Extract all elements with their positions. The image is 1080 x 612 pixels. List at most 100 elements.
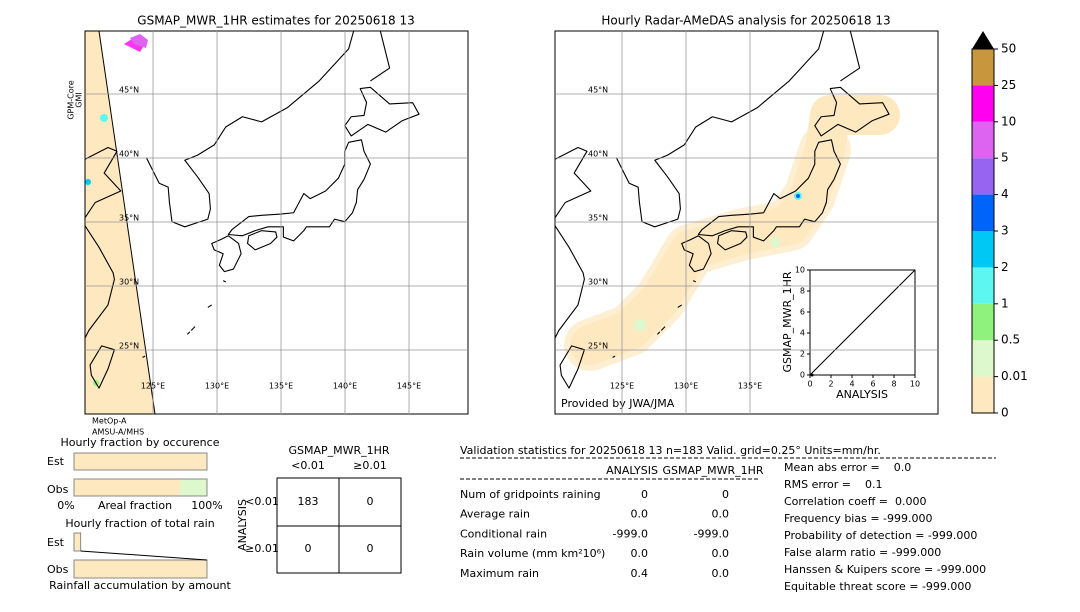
lat-label: 30°N: [588, 278, 608, 287]
y-tick-label: 6: [800, 308, 805, 317]
lon-label: 145°E: [397, 382, 421, 391]
row-label: Conditional rain: [460, 527, 547, 540]
left-map: [85, 31, 419, 414]
colorbar-extend: [972, 31, 994, 49]
score: Correlation coeff = 0.000: [784, 495, 926, 508]
lat-label: 25°N: [588, 342, 608, 351]
row-label: Est: [47, 455, 65, 468]
y-tick-label: 0: [800, 371, 805, 380]
lon-label: 140°E: [333, 382, 357, 391]
cell: 0: [641, 488, 648, 501]
cell: 0.0: [631, 508, 649, 521]
x-tick-label: 4: [849, 380, 854, 389]
fraction-x-label: Rainfall accumulation by amount: [49, 579, 231, 592]
cell: 0: [305, 542, 312, 555]
fraction-x-label: Areal fraction: [98, 499, 172, 512]
lat-label: 45°N: [119, 86, 139, 95]
colorbar-label: 2: [1001, 260, 1009, 274]
row-header: ≥0.01: [245, 542, 279, 555]
score: Mean abs error = 0.0: [784, 461, 911, 474]
row-label: Average rain: [460, 508, 530, 521]
fraction-bar: [74, 479, 181, 496]
lat-label: 45°N: [588, 86, 608, 95]
sat-label: GPM-Core: [67, 80, 76, 119]
cell: 0.0: [712, 547, 730, 560]
validation-title: Validation statistics for 20250618 13 n=…: [460, 444, 881, 457]
fraction-bar: [74, 453, 207, 470]
score: RMS error = 0.1: [784, 478, 882, 491]
lon-label: 125°E: [610, 382, 634, 391]
score: False alarm ratio = -999.000: [784, 546, 941, 559]
left-map-title: GSMAP_MWR_1HR estimates for 20250618 13: [137, 14, 414, 28]
col-header: ANALYSIS: [606, 464, 658, 477]
x-tick-label: 8: [891, 380, 896, 389]
connector: [80, 550, 208, 561]
colorbar-swatch: [972, 85, 994, 122]
colorbar-label: 25: [1001, 78, 1016, 92]
lat-label: 40°N: [119, 150, 139, 159]
lat-label: 35°N: [119, 214, 139, 223]
colorbar-label: 50: [1001, 42, 1016, 56]
colorbar-swatch: [972, 376, 994, 413]
sat-label: MetOp-A: [92, 417, 127, 426]
scatter-x-label: ANALYSIS: [836, 388, 888, 401]
colorbar-label: 3: [1001, 224, 1009, 238]
fraction-frame: [73, 478, 208, 497]
cell: 0.0: [712, 567, 730, 580]
row-label: Obs: [47, 483, 69, 496]
colorbar-label: 5: [1001, 151, 1009, 165]
col-header: GSMAP_MWR_1HR: [662, 464, 763, 477]
colorbar-label: 0: [1001, 406, 1009, 420]
colorbar-swatch: [972, 158, 994, 195]
row-label: Num of gridpoints raining: [460, 488, 601, 501]
lon-label: 130°E: [674, 382, 698, 391]
x-tick-label: 2: [828, 380, 833, 389]
x-tick-label: 10: [910, 380, 920, 389]
lon-label: 135°E: [738, 382, 762, 391]
cell: 183: [298, 495, 319, 508]
lon-label: 135°E: [269, 382, 293, 391]
lon-label: 125°E: [141, 382, 165, 391]
colorbar-swatch: [972, 267, 994, 304]
sat-label: GMI: [75, 92, 84, 107]
score: Frequency bias = -999.000: [784, 512, 933, 525]
right-map: [533, 17, 900, 388]
fraction-frame: [73, 452, 208, 471]
row-header: <0.01: [245, 495, 279, 508]
sat-label: AMSU-A/MHS: [92, 428, 144, 437]
colorbar-swatch: [972, 303, 994, 341]
cell: 0: [722, 488, 729, 501]
colorbar-swatch: [972, 231, 994, 268]
fraction-title: Hourly fraction of total rain: [65, 517, 214, 530]
x-tick-label: 0%: [57, 499, 74, 512]
fraction-bar: [73, 532, 82, 552]
col-header: ≥0.01: [353, 459, 387, 472]
cell: 0.0: [712, 508, 730, 521]
scatter-point: [810, 373, 814, 377]
y-tick-label: 4: [800, 329, 805, 338]
lat-label: 30°N: [119, 278, 139, 287]
colorbar-swatch: [972, 121, 994, 159]
fraction-bar: [73, 559, 208, 579]
colorbar-swatch: [972, 49, 994, 86]
score: Probability of detection = -999.000: [784, 529, 977, 542]
cell: 0.0: [631, 547, 649, 560]
fraction-title: Hourly fraction by occurence: [61, 436, 220, 449]
right-map-frame: [554, 30, 939, 415]
diagonal: [809, 269, 916, 376]
colorbar-label: 0.5: [1001, 333, 1020, 347]
colorbar-label: 10: [1001, 114, 1016, 128]
row-title: ANALYSIS: [236, 499, 249, 551]
right-map-title: Hourly Radar-AMeDAS analysis for 2025061…: [601, 14, 890, 28]
y-tick-label: 10: [795, 266, 805, 275]
cell: 0: [367, 542, 374, 555]
x-tick-label: 6: [870, 380, 875, 389]
score: Hanssen & Kuipers score = -999.000: [784, 563, 986, 576]
score: Equitable threat score = -999.000: [784, 580, 971, 593]
contingency-title: GSMAP_MWR_1HR: [288, 444, 389, 457]
lat-label: 40°N: [588, 150, 608, 159]
colorbar-swatch: [972, 194, 994, 231]
col-header: <0.01: [291, 459, 325, 472]
cell: 0: [367, 495, 374, 508]
